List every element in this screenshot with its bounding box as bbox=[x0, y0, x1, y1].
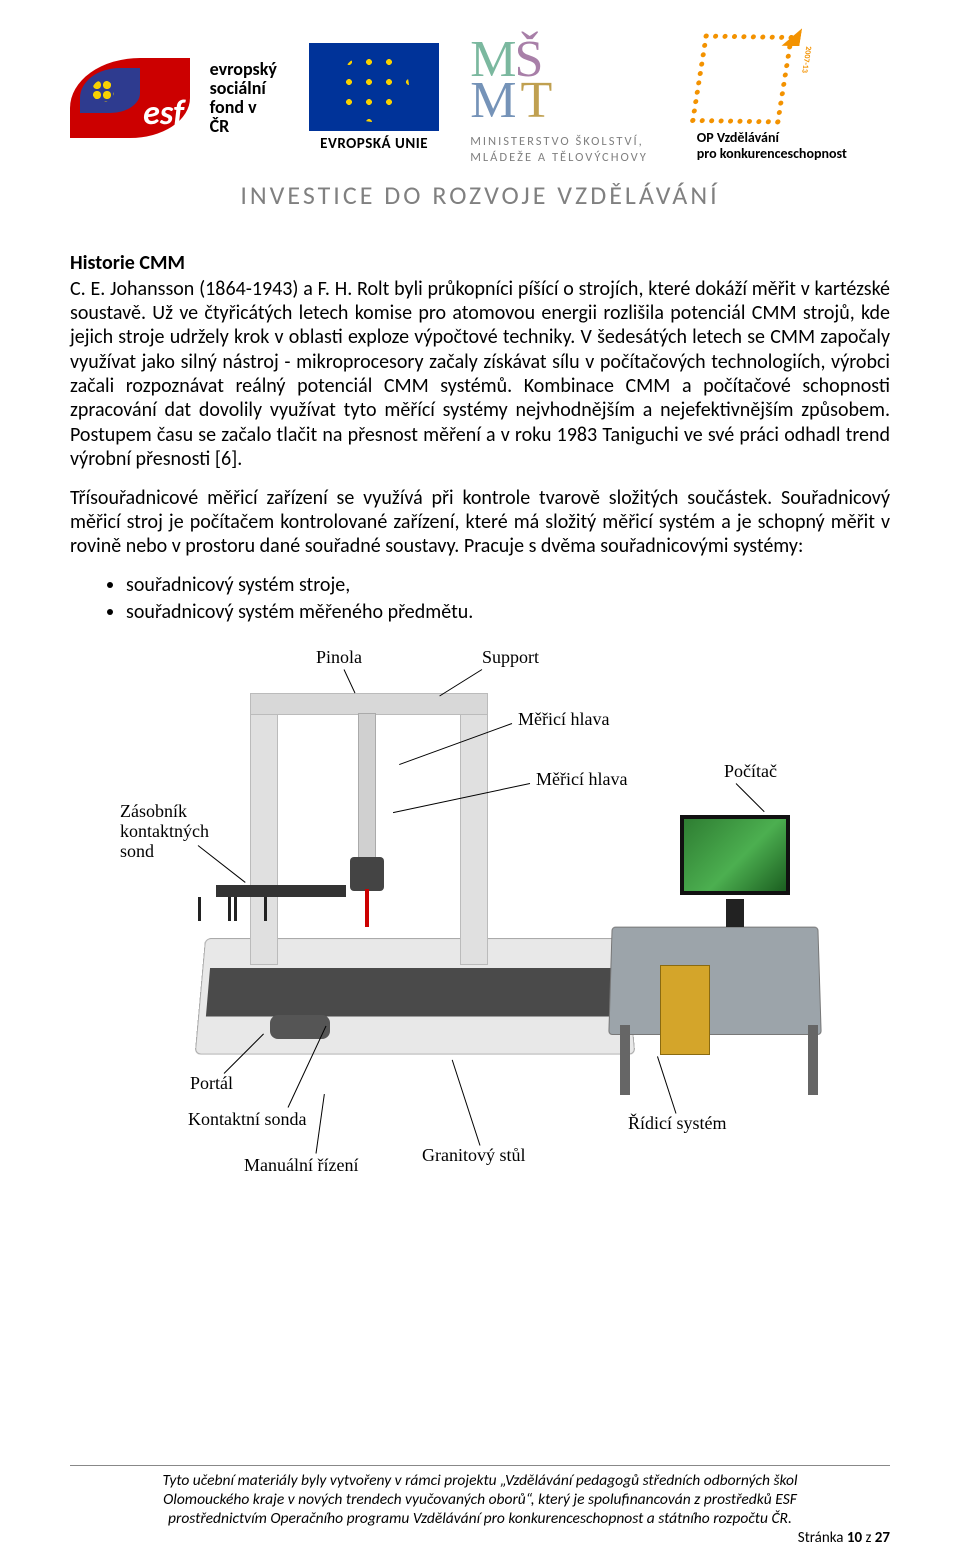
control-tower-shape bbox=[660, 965, 710, 1055]
label-pinola: Pinola bbox=[316, 647, 362, 668]
desk-leg bbox=[620, 1025, 630, 1095]
label-zasobnik-3: sond bbox=[120, 841, 154, 862]
probe-rack-pin bbox=[198, 897, 201, 921]
probe-shape bbox=[365, 889, 369, 927]
beam-shape bbox=[250, 693, 488, 715]
page-label: Stránka bbox=[798, 1529, 847, 1547]
header-logo-row: esf evropský sociální fond v ČR EVROPSKÁ… bbox=[70, 30, 890, 167]
label-kontaktni-sonda: Kontaktní sonda bbox=[188, 1109, 307, 1130]
monitor-shape bbox=[680, 815, 790, 895]
probe-rack-shape bbox=[216, 885, 346, 897]
label-portal: Portál bbox=[190, 1073, 233, 1094]
leader-line bbox=[344, 669, 356, 693]
footer-block: Tyto učební materiály byly vytvořeny v r… bbox=[70, 1465, 890, 1529]
label-merici-hlava-2: Měřicí hlava bbox=[536, 769, 627, 790]
page-sep: z bbox=[862, 1529, 875, 1547]
label-granitovy-stul: Granitový stůl bbox=[422, 1145, 526, 1166]
bullet-item: souřadnicový systém stroje, bbox=[126, 573, 890, 598]
eu-flag-icon bbox=[309, 43, 439, 131]
op-square-icon: 2007-13 bbox=[690, 34, 794, 125]
msmt-line1: MINISTERSTVO ŠKOLSTVÍ, bbox=[470, 134, 683, 150]
label-manualni-rizeni: Manuální řízení bbox=[244, 1155, 358, 1176]
desk-leg bbox=[808, 1025, 818, 1095]
granite-table-shape bbox=[206, 968, 622, 1017]
banner-text: INVESTICE DO ROZVOJE VZDĚLÁVÁNÍ bbox=[70, 179, 890, 211]
section-title: Historie CMM bbox=[70, 251, 890, 275]
probe-rack-pin bbox=[228, 897, 231, 921]
op-arrow-icon bbox=[781, 28, 802, 46]
leader-line bbox=[198, 845, 246, 883]
leader-line bbox=[657, 1056, 676, 1113]
logo-esf: esf bbox=[70, 43, 196, 153]
footer-line-1: Tyto učební materiály byly vytvořeny v r… bbox=[70, 1472, 890, 1491]
page-total: 27 bbox=[875, 1529, 890, 1547]
esf-sub3: fond v ČR bbox=[210, 98, 278, 136]
label-pocitac: Počítač bbox=[724, 761, 777, 782]
page-number: Stránka 10 z 27 bbox=[798, 1529, 890, 1547]
esf-shape-icon: esf bbox=[70, 58, 190, 138]
paragraph-1: C. E. Johansson (1864-1943) a F. H. Rolt… bbox=[70, 277, 890, 472]
bullet-item: souřadnicový systém měřeného předmětu. bbox=[126, 600, 890, 625]
op-line1: OP Vzdělávání bbox=[697, 130, 890, 146]
bullet-list: souřadnicový systém stroje, souřadnicový… bbox=[126, 573, 890, 625]
portal-left-shape bbox=[250, 705, 278, 965]
esf-abbr: esf bbox=[143, 93, 184, 134]
footer-line-3: prostřednictvím Operačního programu Vzdě… bbox=[70, 1510, 890, 1529]
portal-right-shape bbox=[460, 705, 488, 965]
leader-line bbox=[399, 723, 512, 765]
logo-eu: EVROPSKÁ UNIE bbox=[292, 43, 456, 153]
desk-shape bbox=[608, 926, 821, 1034]
page-current: 10 bbox=[847, 1529, 862, 1547]
document-page: esf evropský sociální fond v ČR EVROPSKÁ… bbox=[0, 0, 960, 1557]
paragraph-2: Třísouřadnicové měřicí zařízení se využí… bbox=[70, 486, 890, 559]
label-support: Support bbox=[482, 647, 539, 668]
label-zasobnik-2: kontaktných bbox=[120, 821, 209, 842]
leader-line bbox=[736, 783, 765, 812]
cmm-diagram: Pinola Support Měřicí hlava Měřicí hlava… bbox=[120, 645, 840, 1175]
eu-label: EVROPSKÁ UNIE bbox=[292, 135, 456, 153]
label-zasobnik-1: Zásobník bbox=[120, 801, 187, 822]
msmt-icon-2: MT bbox=[470, 71, 683, 130]
logo-op: 2007-13 OP Vzdělávání pro konkurencescho… bbox=[697, 34, 890, 162]
op-line2: pro konkurenceschopnost bbox=[697, 146, 890, 162]
monitor-stand bbox=[726, 899, 744, 927]
msmt-line2: MLÁDEŽE A TĚLOVÝCHOVY bbox=[470, 150, 683, 166]
footer-line-2: Olomouckého kraje v nových trendech vyuč… bbox=[70, 1491, 890, 1510]
logo-msmt: MŠ MT MINISTERSTVO ŠKOLSTVÍ, MLÁDEŽE A T… bbox=[470, 30, 683, 167]
label-ridici-system: Řídicí systém bbox=[628, 1113, 727, 1134]
label-merici-hlava: Měřicí hlava bbox=[518, 709, 609, 730]
esf-subtext: evropský sociální fond v ČR bbox=[210, 60, 278, 136]
pinola-shape bbox=[358, 713, 376, 863]
measuring-head-shape bbox=[350, 857, 384, 891]
leader-line bbox=[452, 1060, 481, 1146]
op-side-year: 2007-13 bbox=[799, 46, 813, 73]
leader-line bbox=[316, 1094, 325, 1154]
